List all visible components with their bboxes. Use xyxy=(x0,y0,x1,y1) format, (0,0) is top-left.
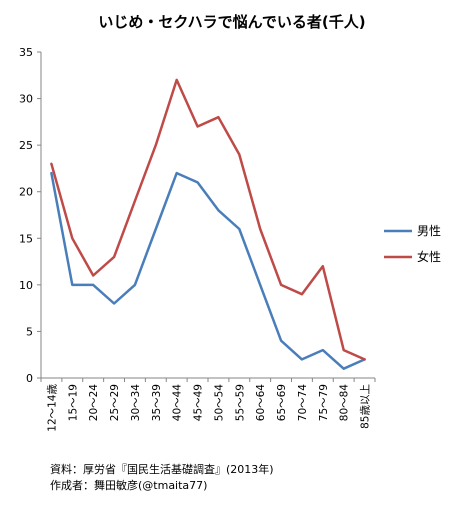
y-tick-label: 15 xyxy=(19,232,33,245)
series-line-2 xyxy=(50,78,366,361)
x-tick-label: 15～19 xyxy=(67,384,79,421)
x-tick-label: 75～79 xyxy=(318,384,330,421)
x-tick-label: 65～69 xyxy=(276,384,288,421)
x-tick-label: 80～84 xyxy=(339,384,351,422)
legend-label: 男性 xyxy=(417,224,441,238)
y-tick-label: 30 xyxy=(19,93,33,106)
x-tick-label: 50～54 xyxy=(213,384,225,422)
x-tick-label: 30～34 xyxy=(130,384,142,422)
x-tick-label: 60～64 xyxy=(255,384,267,422)
y-tick-label: 10 xyxy=(19,279,33,292)
x-tick-label: 20～24 xyxy=(88,384,100,422)
y-tick-label: 5 xyxy=(26,325,33,338)
y-tick-label: 0 xyxy=(26,372,33,385)
source-line: 資料：厚労省『国民生活基礎調査』(2013年) xyxy=(50,463,274,476)
x-tick-label: 25～29 xyxy=(109,384,121,421)
chart-title: いじめ・セクハラで悩んでいる者(千人) xyxy=(98,13,365,31)
x-tick-label: 85歳以上 xyxy=(360,384,372,429)
x-tick-label: 40～44 xyxy=(172,384,184,422)
x-tick-label: 35～39 xyxy=(151,384,163,421)
x-tick-label: 55～59 xyxy=(234,384,246,421)
y-tick-label: 25 xyxy=(19,139,33,152)
legend-label: 女性 xyxy=(417,249,441,264)
source-note: 資料：厚労省『国民生活基礎調査』(2013年) 作成者：舞田敏彦(@tmaita… xyxy=(50,462,274,494)
x-tick-label: 70～74 xyxy=(297,384,309,422)
y-tick-label: 20 xyxy=(19,186,33,199)
series-line-1 xyxy=(50,171,366,370)
y-tick-label: 35 xyxy=(19,46,33,59)
x-tick-label: 45～49 xyxy=(193,384,205,421)
x-tick-label: 12～14歳 xyxy=(46,384,58,432)
author-line: 作成者：舞田敏彦(@tmaita77) xyxy=(50,479,208,492)
